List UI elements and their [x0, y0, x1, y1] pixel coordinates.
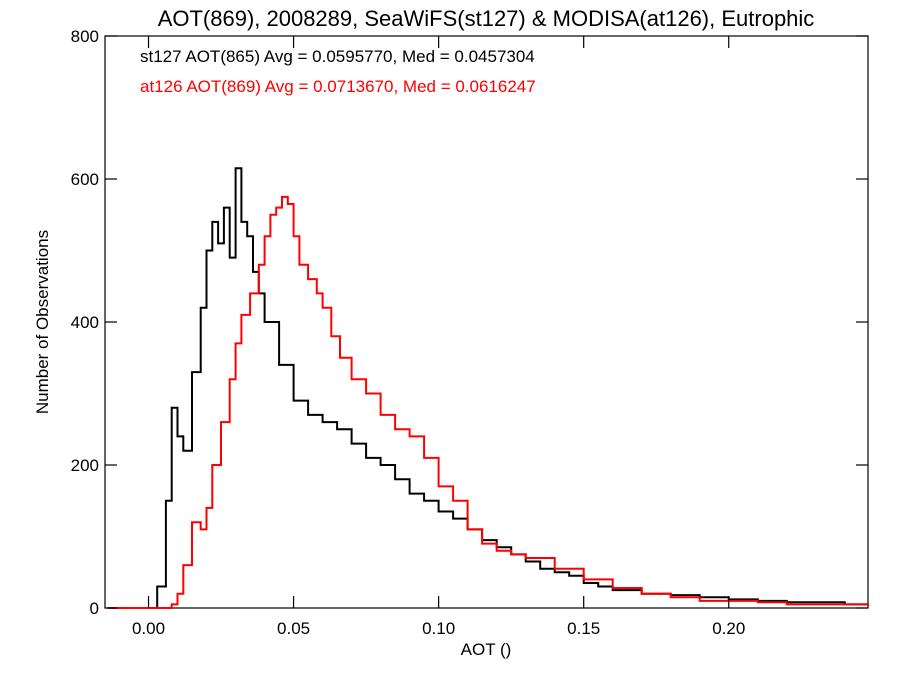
axis-layer: 0.00 0.05 0.10 0.15 0.20 0 200 400 600 800 [71, 27, 868, 638]
series-line-0 [107, 167, 868, 609]
x-tick-label: 0.00 [132, 619, 165, 638]
x-tick-label: 0.20 [712, 619, 745, 638]
y-tick-label: 0 [90, 599, 99, 618]
x-axis-label: AOT () [461, 640, 512, 659]
stats-annotation-at126: at126 AOT(869) Avg = 0.0713670, Med = 0.… [140, 77, 536, 96]
y-tick-label: 800 [71, 27, 99, 46]
series-line-1 [107, 195, 869, 609]
y-axis-label: Number of Observations [33, 230, 52, 414]
plot-frame [104, 35, 869, 609]
series-layer [107, 167, 869, 609]
y-tick-label: 200 [71, 456, 99, 475]
x-tick-label: 0.15 [567, 619, 600, 638]
x-tick-label: 0.05 [277, 619, 310, 638]
y-tick-label: 400 [71, 313, 99, 332]
stats-annotation-st127: st127 AOT(865) Avg = 0.0595770, Med = 0.… [140, 47, 535, 66]
y-tick-label: 600 [71, 170, 99, 189]
x-tick-label: 0.10 [422, 619, 455, 638]
chart-title: AOT(869), 2008289, SeaWiFS(st127) & MODI… [158, 6, 815, 31]
